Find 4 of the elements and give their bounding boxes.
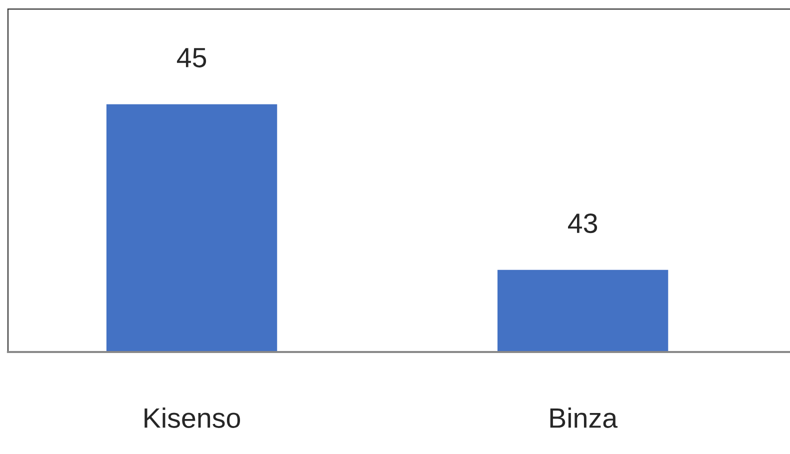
x-tick-label: Binza (550, 408, 618, 428)
data-label: 45 (176, 48, 206, 68)
data-label: 43 (568, 213, 598, 234)
x-tick-label: Kisenso (144, 408, 240, 428)
